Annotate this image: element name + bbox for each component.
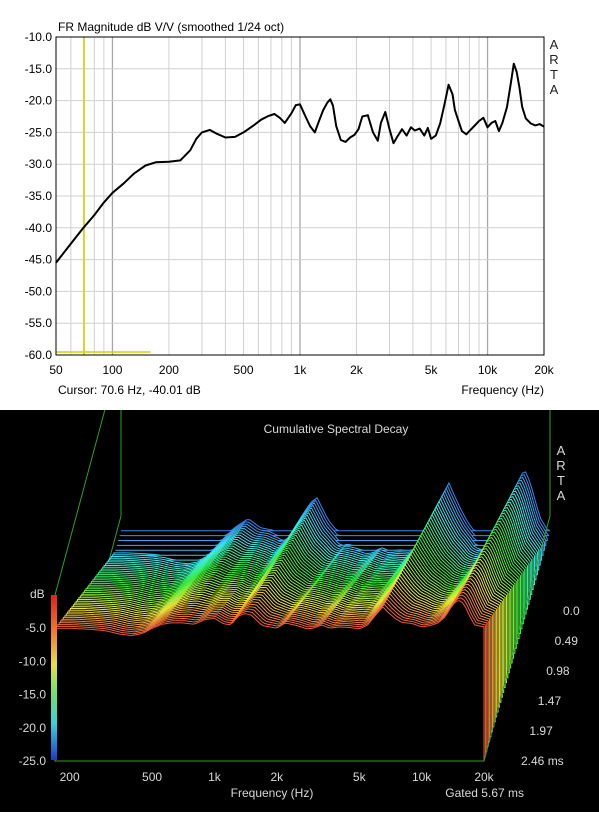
csd-db-tick: -25.0 [19, 754, 47, 768]
fr-title: FR Magnitude dB V/V (smoothed 1/24 oct) [58, 20, 284, 34]
csd-x-tick: 2k [270, 770, 284, 784]
fr-y-tick: -40.0 [25, 221, 53, 235]
csd-title: Cumulative Spectral Decay [264, 422, 409, 436]
csd-slice [119, 474, 550, 537]
fr-x-tick-labels: 50 100 200 500 1k 2k 5k 10k 20k [49, 363, 554, 377]
fr-cursor-readout: Cursor: 70.6 Hz, -40.01 dB [58, 383, 201, 397]
csd-time-tick: 0.49 [555, 634, 579, 648]
csd-time-tick: 1.97 [529, 724, 553, 738]
csd-x-tick: 20k [474, 770, 494, 784]
csd-time-tick: 0.98 [546, 664, 570, 678]
fr-y-tick: -55.0 [25, 316, 53, 330]
csd-brand-letter: T [557, 473, 565, 488]
fr-x-axis-label: Frequency (Hz) [461, 383, 544, 397]
fr-curve-series [55, 62, 545, 264]
fr-x-tick: 500 [234, 363, 254, 377]
csd-bottom-right-edge [483, 515, 551, 762]
fr-x-tick: 100 [102, 363, 122, 377]
fr-brand-letter: T [550, 67, 558, 82]
csd-time-tick: 2.46 ms [521, 754, 564, 768]
csd-waterfall-chart: Cumulative Spectral Decay dB -5.0 -10.0 -1… [19, 349, 580, 800]
fr-y-tick: -35.0 [25, 189, 53, 203]
csd-time-tick-labels: 0.0 0.49 0.98 1.47 1.97 2.46 ms [521, 604, 580, 768]
csd-time-tick: 0.0 [563, 604, 580, 618]
csd-panel: Cumulative Spectral Decay dB -5.0 -10.0 -1… [0, 349, 599, 812]
fr-brand-letter: A [550, 82, 559, 97]
csd-db-tick: -10.0 [19, 654, 47, 668]
csd-db-label: dB [30, 587, 45, 601]
csd-slices [54, 471, 551, 762]
fr-magnitude-panel: FR Magnitude dB V/V (smoothed 1/24 oct) … [24, 20, 559, 397]
csd-time-tick: 1.47 [538, 694, 562, 708]
fr-cursor [56, 37, 151, 355]
csd-x-axis-label: Frequency (Hz) [231, 786, 314, 800]
fr-y-tick: -60.0 [25, 348, 53, 362]
fr-y-tick-labels: -10.0 -15.0 -20.0 -25.0 -30.0 -35.0 -40.0 -45.0… [25, 30, 53, 362]
csd-db-tick: -5.0 [25, 621, 46, 635]
csd-brand-letter: A [557, 488, 566, 503]
fr-x-tick: 50 [49, 363, 63, 377]
fr-x-tick: 2k [350, 363, 364, 377]
csd-x-tick: 500 [142, 770, 162, 784]
csd-slice [121, 471, 551, 532]
csd-x-tick: 5k [353, 770, 367, 784]
csd-db-tick-labels: -5.0 -10.0 -15.0 -20.0 -25.0 [19, 621, 47, 768]
csd-x-tick-labels: 200 500 1k 2k 5k 10k 20k [60, 770, 495, 784]
csd-slice [54, 600, 485, 762]
fr-x-tick: 200 [159, 363, 179, 377]
csd-db-colorbar [51, 595, 57, 760]
csd-brand-letter: A [557, 443, 566, 458]
fr-y-tick: -20.0 [25, 94, 53, 108]
fr-y-tick: -10.0 [25, 30, 53, 44]
fr-y-tick: -30.0 [25, 157, 53, 171]
csd-x-tick: 10k [412, 770, 432, 784]
fr-y-tick: -45.0 [25, 253, 53, 267]
csd-db-tick: -15.0 [19, 688, 47, 702]
fr-brand-letter: R [549, 52, 558, 67]
fr-x-tick: 1k [294, 363, 308, 377]
csd-brand-letter: R [556, 458, 565, 473]
fr-y-tick: -15.0 [25, 62, 53, 76]
csd-gated-label: Gated 5.67 ms [445, 786, 524, 800]
csd-x-tick: 1k [208, 770, 222, 784]
fr-plot-frame [55, 36, 545, 356]
fr-x-tick: 10k [478, 363, 498, 377]
fr-magnitude-chart: FR Magnitude dB V/V (smoothed 1/24 oct) … [25, 20, 559, 397]
fr-y-tick: -25.0 [25, 125, 53, 139]
fr-x-tick: 20k [534, 363, 554, 377]
fr-y-tick: -50.0 [25, 284, 53, 298]
csd-db-tick: -20.0 [19, 721, 47, 735]
fr-x-tick: 5k [425, 363, 439, 377]
csd-x-tick: 200 [60, 770, 80, 784]
csd-frame-front [55, 515, 551, 762]
fr-brand-letter: A [550, 37, 559, 52]
